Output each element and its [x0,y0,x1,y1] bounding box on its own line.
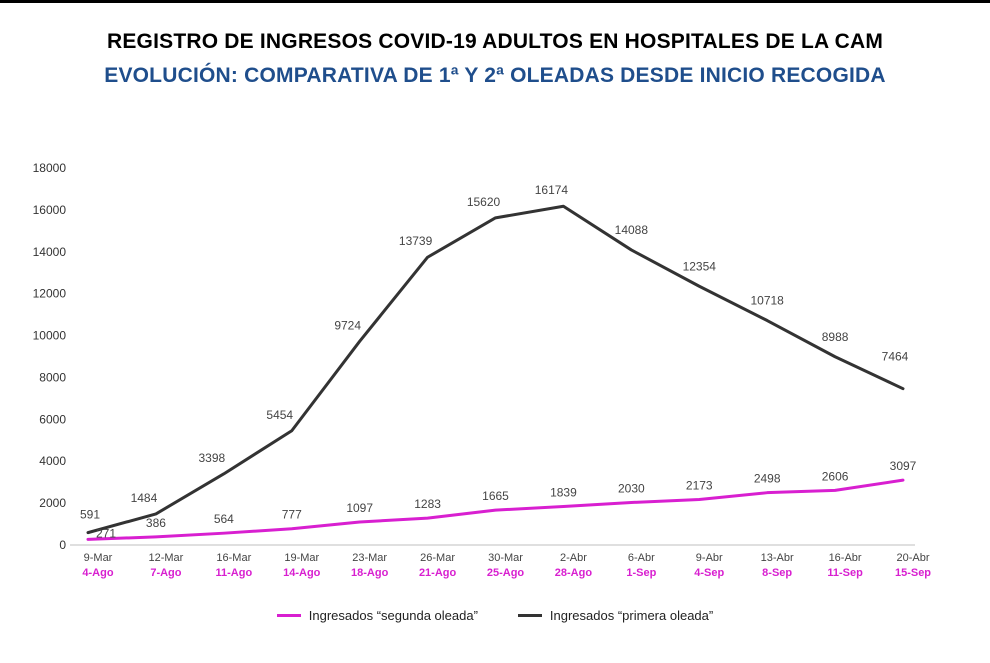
line-chart: 0 2000 4000 6000 8000 10000 12000 14000 16000 180… [33,161,932,579]
x-tick-label-first-wave: 30-Mar [488,552,523,564]
y-tick-label: 10000 [33,329,67,343]
data-label-second-wave: 2498 [754,472,781,486]
data-label-first-wave: 16174 [535,183,569,197]
x-tick-label-first-wave: 13-Abr [761,552,794,564]
x-tick-label-second-wave: 15-Sep [895,567,931,579]
y-tick-label: 0 [59,538,66,552]
data-label-first-wave: 3398 [198,451,225,465]
legend-label-second-wave: Ingresados “segunda oleada” [308,608,478,623]
data-label-first-wave: 13739 [399,234,433,248]
data-label-second-wave: 1097 [346,501,373,515]
legend-item-first-wave: Ingresados “primera oleada” [517,608,714,623]
x-tick-label-second-wave: 1-Sep [626,567,656,579]
data-label-second-wave: 1839 [550,485,577,499]
data-label-second-wave: 2030 [618,481,645,495]
data-label-first-wave: 15620 [467,195,501,209]
y-tick-label: 16000 [33,203,67,217]
y-tick-label: 4000 [39,454,66,468]
y-tick-label: 6000 [39,412,66,426]
y-tick-label: 2000 [39,496,66,510]
data-label-first-wave: 10718 [750,294,784,308]
y-tick-label: 12000 [33,287,67,301]
x-tick-label-second-wave: 4-Ago [82,567,113,579]
x-tick-label-second-wave: 8-Sep [762,567,792,579]
data-label-second-wave: 2173 [686,478,713,492]
y-tick-label: 8000 [39,370,66,384]
x-tick-label-first-wave: 12-Mar [148,552,183,564]
x-tick-label-first-wave: 16-Mar [216,552,251,564]
x-tick-label-second-wave: 21-Ago [419,567,457,579]
x-tick-label-first-wave: 2-Abr [560,552,587,564]
data-label-first-wave: 5454 [266,408,293,422]
x-tick-label-first-wave: 20-Abr [896,552,929,564]
series-line-second-wave [86,478,905,541]
top-border [0,0,990,3]
data-label-second-wave: 2606 [822,469,849,483]
y-tick-label: 14000 [33,245,67,259]
data-label-second-wave: 1665 [482,489,509,503]
data-label-second-wave: 777 [282,508,302,522]
x-tick-label-first-wave: 6-Abr [628,552,655,564]
x-tick-label-second-wave: 28-Ago [555,567,593,579]
x-tick-label-second-wave: 4-Sep [694,567,724,579]
x-tick-label-second-wave: 11-Sep [827,567,863,579]
data-label-second-wave: 564 [214,512,234,526]
chart-title: REGISTRO DE INGRESOS COVID-19 ADULTOS EN… [106,30,884,53]
legend-item-second-wave: Ingresados “segunda oleada” [276,608,478,623]
legend-swatch-second-wave [276,614,301,617]
data-label-first-wave: 14088 [615,223,649,237]
data-label-second-wave: 3097 [890,459,917,473]
data-label-first-wave: 9724 [334,318,361,332]
chart-legend: Ingresados “segunda oleada” Ingresados “… [0,608,990,623]
x-tick-label-first-wave: 9-Abr [696,552,723,564]
legend-label-first-wave: Ingresados “primera oleada” [549,608,714,623]
x-tick-label-second-wave: 18-Ago [351,567,389,579]
x-tick-label-first-wave: 26-Mar [420,552,455,564]
data-label-first-wave: 1484 [131,491,158,505]
data-label-first-wave: 12354 [683,259,717,273]
series-line-first-wave [86,204,905,535]
data-label-second-wave: 1283 [414,497,441,511]
legend-swatch-first-wave [517,614,542,617]
data-label-second-wave: 271 [96,526,116,540]
chart-subtitle: EVOLUCIÓN: COMPARATIVA DE 1ª Y 2ª OLEADA… [104,64,886,87]
data-label-first-wave: 591 [80,508,100,522]
x-tick-label-first-wave: 16-Abr [829,552,862,564]
data-label-first-wave: 8988 [822,330,849,344]
x-tick-label-second-wave: 7-Ago [150,567,181,579]
x-tick-label-second-wave: 25-Ago [487,567,525,579]
y-tick-label: 18000 [33,161,67,175]
data-label-first-wave: 7464 [882,350,909,364]
x-tick-label-second-wave: 11-Ago [215,567,252,579]
data-label-second-wave: 386 [146,516,166,530]
x-tick-label-first-wave: 23-Mar [352,552,387,564]
x-tick-label-first-wave: 9-Mar [84,552,113,564]
x-tick-label-first-wave: 19-Mar [284,552,319,564]
x-tick-label-second-wave: 14-Ago [283,567,321,579]
